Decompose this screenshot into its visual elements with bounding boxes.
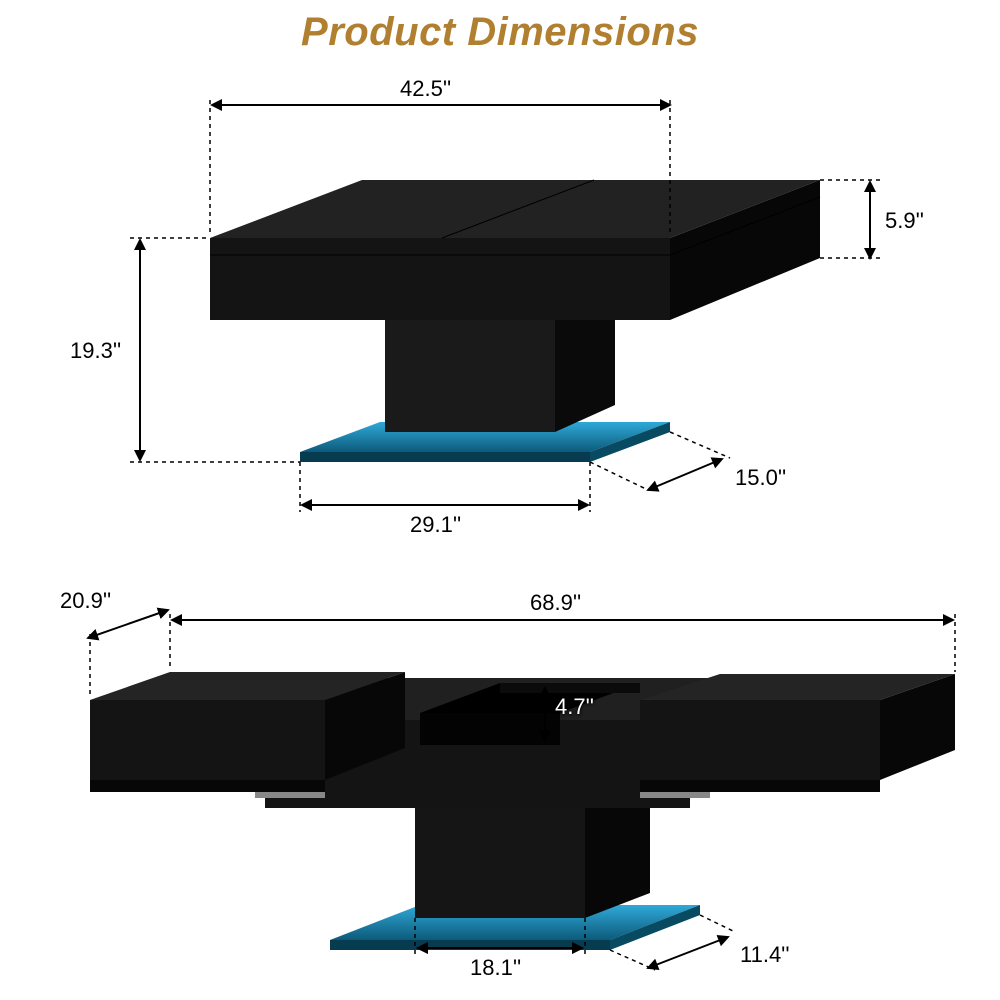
diagram-open bbox=[0, 0, 1000, 1000]
dim-base-inner-length: 18.1'' bbox=[470, 955, 521, 981]
dim-inner-height: 4.7'' bbox=[555, 694, 594, 720]
dim-base-inner-depth: 11.4'' bbox=[740, 942, 790, 968]
dim-open-depth: 20.9'' bbox=[60, 588, 111, 614]
dim-open-length: 68.9'' bbox=[530, 590, 581, 616]
